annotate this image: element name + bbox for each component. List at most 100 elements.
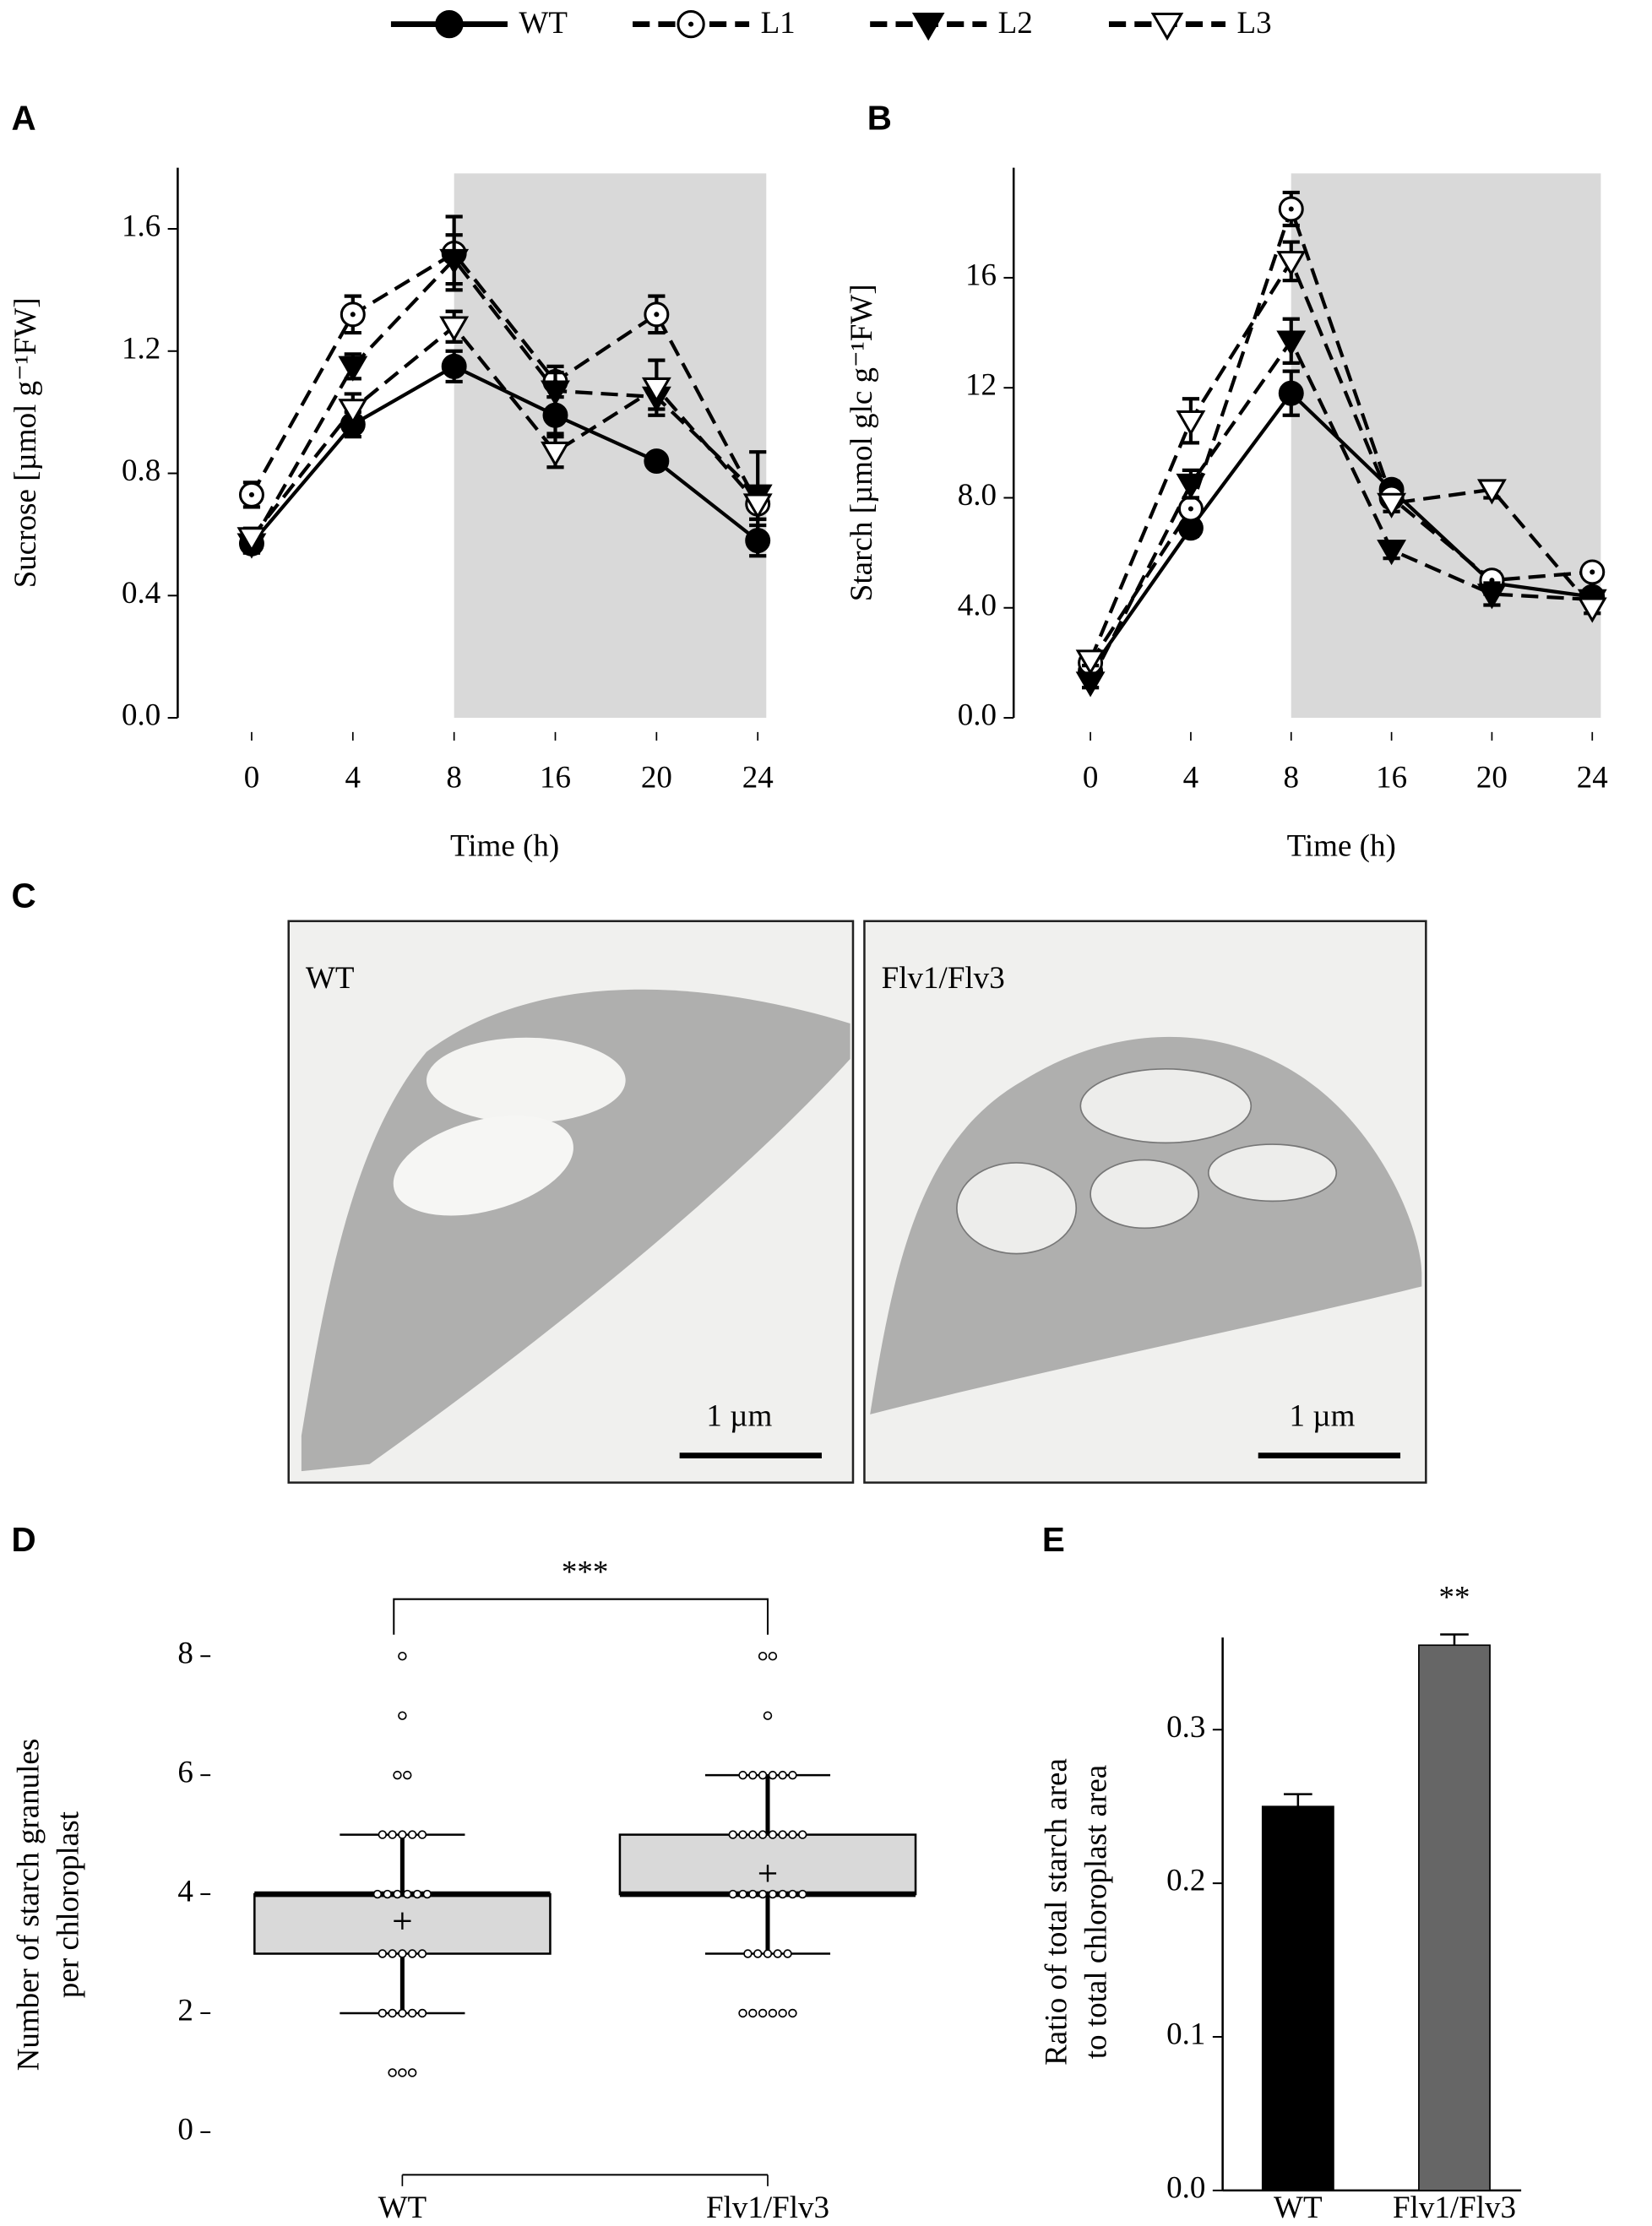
marker [1577, 597, 1607, 623]
mean-marker [758, 1865, 777, 1882]
data-point [783, 1949, 792, 1958]
marker [1477, 479, 1507, 505]
scale-label: 1 µm [1290, 1398, 1356, 1433]
data-point [768, 1889, 778, 1899]
marker-dot [350, 312, 356, 318]
box [618, 1833, 917, 1896]
data-point [378, 1949, 388, 1958]
marker [441, 353, 467, 379]
marker [541, 441, 570, 468]
marker [742, 493, 773, 519]
marker-dot [654, 312, 660, 318]
x-tick-label: Flv1/Flv3 [706, 2191, 829, 2225]
data-point [763, 1711, 773, 1720]
marker-dot [1590, 569, 1595, 575]
series-line [1089, 390, 1593, 672]
y-axis-label: Sucrose [µmol g⁻¹FW] [8, 297, 43, 588]
data-point [758, 1770, 768, 1780]
series-line [250, 251, 760, 505]
data-point [383, 1889, 392, 1899]
series-line [250, 364, 759, 546]
data-point [748, 2008, 758, 2018]
legend-label: L3 [1236, 6, 1271, 41]
x-axis-label: Time (h) [1287, 828, 1396, 863]
x-tick-label: 4 [1183, 761, 1199, 795]
data-point [778, 1830, 787, 1839]
data-point [388, 2068, 397, 2077]
significance: *** [562, 1555, 609, 1590]
bar [1261, 1805, 1334, 2191]
legend: WT L1 L2 L3 [390, 6, 1272, 41]
x-tick-label: 20 [1476, 761, 1508, 795]
marker [1075, 649, 1106, 676]
data-point [743, 1949, 753, 1958]
data-point [412, 1889, 422, 1899]
data-point [768, 1830, 778, 1839]
marker [1477, 584, 1507, 610]
x-tick-label: WT [1274, 2191, 1323, 2225]
y-axis-label: per chloroplast [52, 1811, 86, 1998]
marker-dot [1187, 506, 1193, 512]
bar [1418, 1644, 1491, 2191]
data-point [398, 2068, 407, 2077]
y-axis-label: Number of starch granules [12, 1739, 46, 2071]
marker-dot [248, 491, 254, 497]
data-point [798, 1889, 807, 1899]
x-tick-label: 0 [1083, 761, 1099, 795]
x-tick-label: 16 [540, 761, 571, 795]
panel-label: A [11, 99, 35, 138]
marker [1278, 380, 1304, 406]
data-point [738, 1889, 747, 1899]
y-tick-label: 1.2 [122, 331, 160, 366]
y-tick-label: 16 [965, 258, 997, 292]
marker [641, 377, 671, 404]
marker [1377, 492, 1407, 518]
legend-label: L2 [998, 6, 1033, 41]
y-tick-label: 0.0 [958, 698, 997, 733]
data-point [758, 1889, 768, 1899]
y-axis-label: to total chloroplast area [1079, 1765, 1114, 2059]
data-point [778, 1770, 787, 1780]
panel-label: E [1042, 1520, 1065, 1559]
data-point [378, 2008, 388, 2018]
significance-bracket [393, 1598, 769, 1635]
data-point [758, 1651, 768, 1661]
data-point [753, 1949, 763, 1958]
marker [435, 9, 464, 39]
starch-granule [1207, 1143, 1338, 1203]
y-axis-label: Ratio of total starch area [1040, 1758, 1074, 2066]
data-point [728, 1830, 737, 1839]
marker [1176, 410, 1206, 437]
x-tick-label: WT [378, 2191, 427, 2225]
micrograph-label: WT [306, 961, 355, 996]
marker [1176, 473, 1206, 500]
data-point [422, 1889, 432, 1899]
marker [1075, 671, 1106, 698]
micrograph: WT 1 µm [287, 920, 855, 1484]
x-tick-label: Flv1/Flv3 [1393, 2191, 1516, 2225]
data-point [417, 1949, 427, 1958]
data-point [398, 1830, 407, 1839]
data-point [398, 1711, 407, 1720]
data-point [748, 1830, 758, 1839]
data-point [398, 2008, 407, 2018]
marker [541, 380, 570, 406]
scale-label: 1 µm [706, 1398, 772, 1433]
data-point [758, 1830, 768, 1839]
y-tick-label: 0.0 [1166, 2170, 1205, 2205]
data-point [778, 2008, 787, 2018]
y-tick-label: 0 [177, 2112, 193, 2147]
data-point [768, 1651, 778, 1661]
data-point [378, 1830, 388, 1839]
series-line [1089, 257, 1594, 661]
marker [1276, 330, 1307, 356]
data-point [403, 1889, 412, 1899]
x-tick-label: 16 [1376, 761, 1407, 795]
shaded-period [454, 173, 767, 719]
y-tick-label: 4.0 [958, 588, 997, 622]
panel-label: B [867, 99, 892, 138]
marker [644, 448, 670, 475]
series-line [1089, 337, 1593, 683]
y-tick-label: 8.0 [958, 478, 997, 513]
y-tick-label: 4 [177, 1875, 193, 1909]
